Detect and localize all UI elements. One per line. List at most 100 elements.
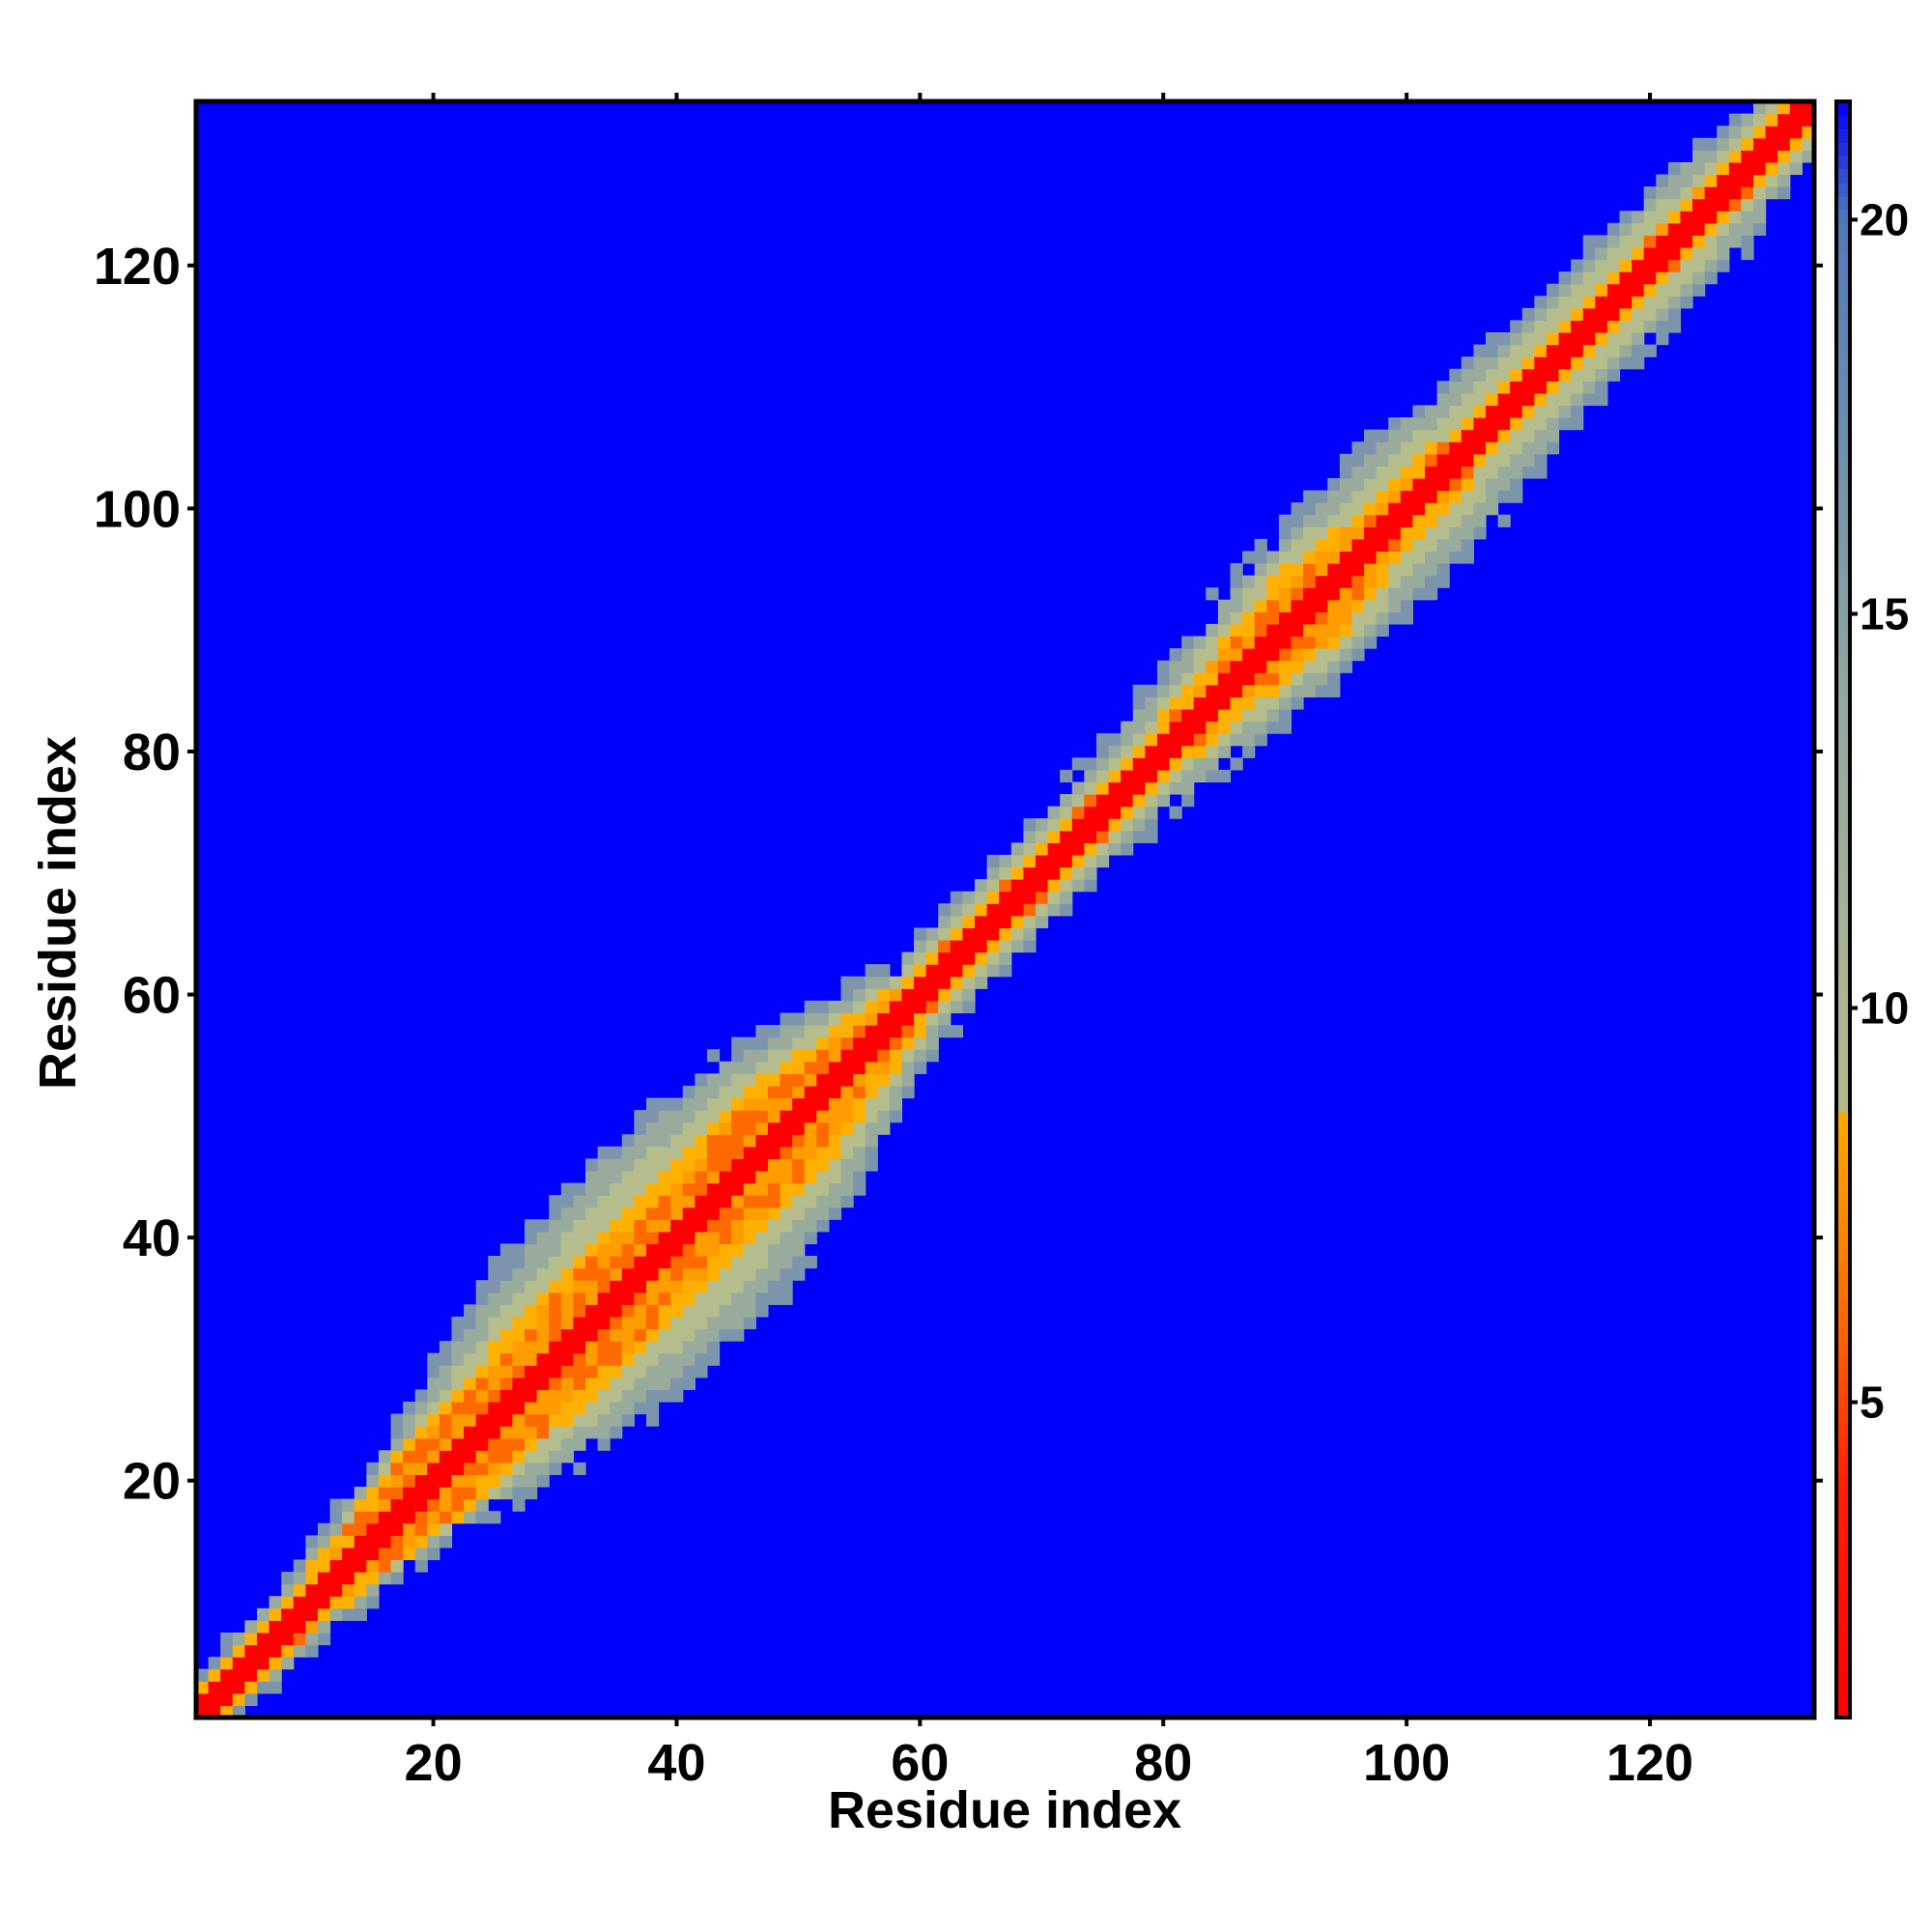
heatmap-cell: [1692, 211, 1706, 224]
heatmap-cell: [1339, 477, 1353, 492]
heatmap-cell: [1339, 490, 1353, 503]
heatmap-cell: [1461, 551, 1474, 564]
heatmap-cell: [1789, 113, 1803, 127]
heatmap-cell: [1364, 611, 1378, 625]
heatmap-cell: [1643, 246, 1657, 261]
heatmap-cell: [536, 1256, 550, 1269]
heatmap-cell: [1461, 526, 1474, 540]
heatmap-cell: [670, 1097, 684, 1111]
colorbar-segment: [1836, 290, 1850, 304]
heatmap-cell: [938, 939, 952, 953]
heatmap-cell: [1327, 684, 1341, 697]
colorbar-segment: [1836, 1353, 1850, 1369]
heatmap-cell: [950, 988, 964, 1002]
heatmap-cell: [597, 1437, 611, 1451]
heatmap-cell: [645, 1110, 660, 1123]
heatmap-cell: [1327, 611, 1341, 625]
heatmap-cell: [780, 1231, 793, 1245]
heatmap-cell: [1145, 696, 1158, 710]
heatmap-cell: [560, 1365, 575, 1378]
heatmap-cell: [512, 1474, 526, 1488]
heatmap-cell: [536, 1243, 550, 1257]
heatmap-cell: [1230, 733, 1243, 747]
heatmap-cell: [573, 1207, 586, 1220]
heatmap-cell: [269, 1668, 282, 1682]
heatmap-cell: [719, 1256, 732, 1269]
heatmap-cell: [439, 1341, 453, 1354]
colorbar-segment: [1836, 519, 1850, 533]
heatmap-cell: [1461, 514, 1474, 527]
heatmap-cell: [1692, 161, 1706, 176]
heatmap-cell: [877, 1061, 891, 1074]
heatmap-cell: [427, 1522, 440, 1536]
heatmap-cell: [536, 1365, 550, 1378]
heatmap-cell: [1449, 441, 1463, 455]
heatmap-cell: [549, 1280, 562, 1293]
heatmap-cell: [743, 1292, 756, 1305]
heatmap-cell: [585, 1401, 599, 1415]
heatmap-cell: [804, 1061, 817, 1074]
heatmap-cell: [1632, 222, 1645, 236]
colorbar-segment: [1836, 936, 1850, 952]
heatmap-cell: [1230, 696, 1243, 710]
heatmap-cell: [645, 1267, 660, 1281]
heatmap-cell: [403, 1487, 416, 1500]
heatmap-cell: [706, 1097, 721, 1111]
heatmap-cell: [1193, 684, 1207, 697]
heatmap-cell: [1412, 453, 1426, 467]
heatmap-cell: [536, 1316, 550, 1330]
heatmap-cell: [536, 1474, 550, 1488]
colorbar-segment: [1836, 828, 1850, 843]
heatmap-cell: [499, 1292, 514, 1305]
heatmap-cell: [536, 1328, 550, 1342]
colorbar-segment: [1836, 505, 1850, 520]
heatmap-cell: [755, 1146, 769, 1159]
heatmap-cell: [317, 1547, 331, 1561]
heatmap-cell: [1728, 235, 1743, 248]
heatmap-cell: [475, 1426, 489, 1439]
heatmap-cell: [999, 879, 1012, 893]
colorbar-segment: [1836, 1017, 1850, 1032]
heatmap-cell: [1145, 769, 1158, 783]
heatmap-cell: [1656, 174, 1669, 187]
heatmap-cell: [1060, 830, 1073, 843]
heatmap-cell: [244, 1681, 258, 1694]
heatmap-cell: [999, 867, 1012, 880]
heatmap-cell: [1303, 684, 1317, 697]
colorbar-segment: [1836, 721, 1850, 736]
heatmap-cell: [390, 1572, 404, 1585]
heatmap-cell: [1424, 466, 1438, 479]
heatmap-cell: [1753, 161, 1767, 176]
heatmap-cell: [1656, 235, 1669, 248]
heatmap-cell: [1656, 271, 1669, 285]
heatmap-cell: [1278, 575, 1293, 588]
heatmap-cell: [1193, 696, 1207, 710]
heatmap-cell: [1303, 575, 1317, 588]
y-tick-label: 60: [123, 967, 181, 1025]
heatmap-cell: [853, 988, 867, 1002]
heatmap-cell: [1534, 344, 1548, 357]
heatmap-cell: [488, 1292, 501, 1305]
heatmap-cell: [573, 1389, 586, 1403]
heatmap-cell: [804, 1000, 817, 1014]
heatmap-cell: [1717, 150, 1730, 163]
heatmap-cell: [621, 1389, 635, 1403]
heatmap-cell: [1606, 259, 1621, 272]
heatmap-cell: [1461, 392, 1474, 407]
heatmap-cell: [1728, 174, 1743, 187]
heatmap-cell: [682, 1377, 696, 1390]
heatmap-cell: [840, 976, 854, 989]
heatmap-cell: [499, 1474, 514, 1488]
heatmap-cell: [1388, 502, 1402, 516]
heatmap-cell: [1035, 818, 1049, 832]
heatmap-cell: [1485, 405, 1499, 418]
heatmap-cell: [1084, 842, 1097, 856]
heatmap-cell: [695, 1292, 708, 1305]
heatmap-cell: [1291, 526, 1304, 540]
heatmap-cell: [1047, 891, 1061, 904]
heatmap-cell: [378, 1462, 392, 1476]
heatmap-cell: [1278, 551, 1293, 564]
heatmap-cell: [755, 1280, 769, 1293]
heatmap-cell: [354, 1607, 367, 1621]
